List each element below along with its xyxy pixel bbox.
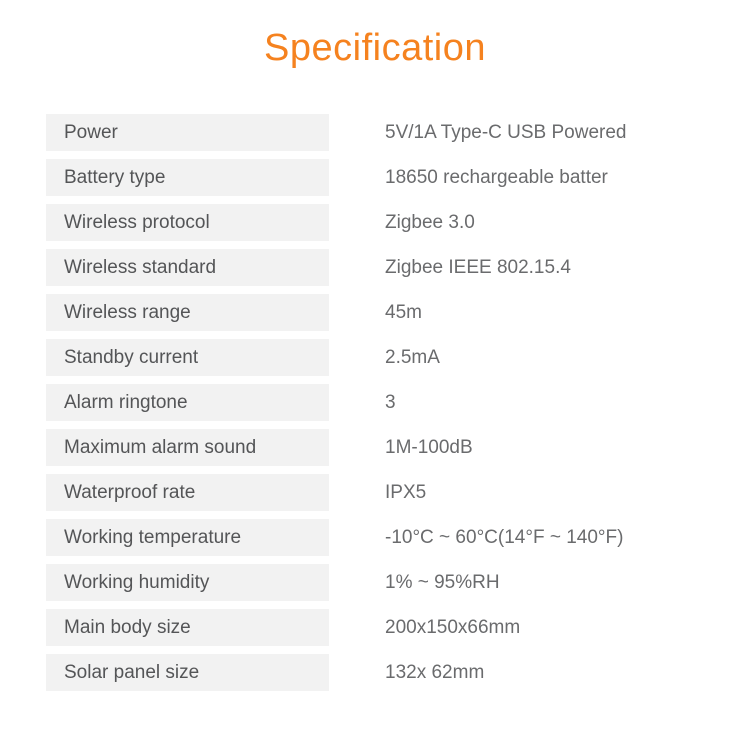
page-title: Specification bbox=[264, 27, 486, 69]
spec-value: -10°C ~ 60°C(14°F ~ 140°F) bbox=[385, 526, 624, 548]
spec-row: Working humidity 1% ~ 95%RH bbox=[46, 563, 706, 601]
spec-label: Main body size bbox=[46, 608, 329, 646]
spec-row: Alarm ringtone 3 bbox=[46, 383, 706, 421]
spec-row: Battery type 18650 rechargeable batter bbox=[46, 158, 706, 196]
spec-row: Waterproof rate IPX5 bbox=[46, 473, 706, 511]
spec-value: 5V/1A Type-C USB Powered bbox=[385, 121, 627, 143]
spec-label: Standby current bbox=[46, 338, 329, 376]
spec-row: Wireless protocol Zigbee 3.0 bbox=[46, 203, 706, 241]
spec-row: Wireless range 45m bbox=[46, 293, 706, 331]
spec-label: Working temperature bbox=[46, 518, 329, 556]
spec-row: Maximum alarm sound 1M-100dB bbox=[46, 428, 706, 466]
spec-value: 18650 rechargeable batter bbox=[385, 166, 608, 188]
spec-label: Wireless standard bbox=[46, 248, 329, 286]
spec-label: Alarm ringtone bbox=[46, 383, 329, 421]
spec-label: Maximum alarm sound bbox=[46, 428, 329, 466]
spec-value: 1M-100dB bbox=[385, 436, 473, 458]
spec-value: IPX5 bbox=[385, 481, 427, 503]
spec-label: Solar panel size bbox=[46, 653, 329, 691]
specification-page: Specification Power 5V/1A Type-C USB Pow… bbox=[0, 26, 750, 750]
spec-label: Waterproof rate bbox=[46, 473, 329, 511]
spec-table: Power 5V/1A Type-C USB Powered Battery t… bbox=[46, 113, 706, 691]
spec-value: 2.5mA bbox=[385, 346, 440, 368]
spec-row: Main body size 200x150x66mm bbox=[46, 608, 706, 646]
spec-row: Wireless standard Zigbee IEEE 802.15.4 bbox=[46, 248, 706, 286]
spec-value: Zigbee IEEE 802.15.4 bbox=[385, 256, 571, 278]
spec-value: 1% ~ 95%RH bbox=[385, 571, 500, 593]
spec-row: Working temperature -10°C ~ 60°C(14°F ~ … bbox=[46, 518, 706, 556]
spec-row: Standby current 2.5mA bbox=[46, 338, 706, 376]
spec-label: Wireless range bbox=[46, 293, 329, 331]
spec-row: Power 5V/1A Type-C USB Powered bbox=[46, 113, 706, 151]
spec-label: Power bbox=[46, 113, 329, 151]
spec-label: Battery type bbox=[46, 158, 329, 196]
spec-value: 132x 62mm bbox=[385, 661, 485, 683]
spec-value: 200x150x66mm bbox=[385, 616, 521, 638]
spec-row: Solar panel size 132x 62mm bbox=[46, 653, 706, 691]
spec-value: 3 bbox=[385, 391, 396, 413]
spec-value: Zigbee 3.0 bbox=[385, 211, 475, 233]
spec-label: Working humidity bbox=[46, 563, 329, 601]
spec-label: Wireless protocol bbox=[46, 203, 329, 241]
spec-value: 45m bbox=[385, 301, 422, 323]
